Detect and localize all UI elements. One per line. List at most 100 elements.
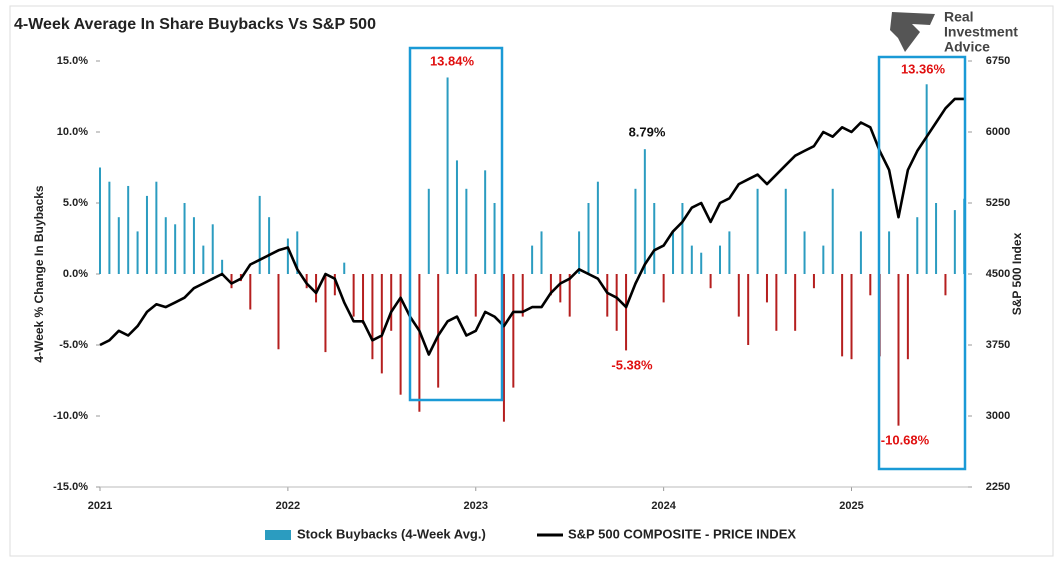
highlight-box bbox=[877, 55, 967, 471]
y-tick-label: 0.0% bbox=[63, 268, 88, 280]
bar bbox=[634, 188, 637, 274]
bar bbox=[719, 245, 721, 274]
y2-tick-label: 2250 bbox=[986, 481, 1010, 493]
logo-text: Real bbox=[944, 9, 974, 25]
bar bbox=[465, 188, 468, 274]
bar bbox=[174, 224, 177, 274]
bar bbox=[700, 252, 703, 274]
bar bbox=[765, 274, 768, 303]
x-tick-label: 2021 bbox=[88, 500, 112, 512]
logo-text: Advice bbox=[944, 39, 990, 55]
line bbox=[99, 97, 965, 356]
bar bbox=[155, 181, 158, 274]
bar bbox=[549, 274, 552, 296]
bar bbox=[803, 231, 806, 274]
bar bbox=[249, 274, 252, 310]
bar bbox=[728, 231, 731, 274]
bar bbox=[258, 195, 261, 274]
bar bbox=[888, 231, 891, 274]
bar bbox=[99, 167, 101, 274]
bar bbox=[512, 274, 515, 388]
bar bbox=[502, 274, 505, 422]
x-tick-label: 2024 bbox=[651, 500, 676, 512]
bar bbox=[944, 274, 947, 296]
bar bbox=[145, 195, 148, 274]
bar bbox=[164, 217, 167, 274]
bar bbox=[653, 203, 656, 274]
bar bbox=[559, 274, 562, 303]
bar bbox=[315, 274, 318, 303]
bar bbox=[615, 274, 618, 331]
bar bbox=[709, 274, 712, 289]
bar bbox=[822, 245, 825, 274]
bar bbox=[935, 203, 938, 274]
bar bbox=[747, 274, 750, 345]
bar bbox=[286, 238, 289, 274]
bar bbox=[136, 231, 139, 274]
bar bbox=[418, 274, 421, 412]
bar bbox=[540, 231, 543, 274]
bar bbox=[455, 160, 458, 274]
bar bbox=[324, 274, 327, 353]
y2-tick-label: 4500 bbox=[986, 268, 1010, 280]
bar bbox=[192, 217, 195, 274]
annotation: 13.36% bbox=[901, 61, 946, 76]
y2-tick-label: 3750 bbox=[986, 339, 1010, 351]
x-tick-label: 2023 bbox=[464, 500, 488, 512]
bar bbox=[690, 245, 693, 274]
bar bbox=[953, 210, 956, 274]
bar bbox=[775, 274, 778, 331]
bar bbox=[117, 217, 120, 274]
bar bbox=[850, 274, 853, 360]
bar bbox=[362, 274, 365, 324]
bar bbox=[568, 274, 571, 317]
bar bbox=[906, 274, 909, 360]
bar bbox=[812, 274, 815, 289]
legend-label: S&P 500 COMPOSITE - PRICE INDEX bbox=[568, 526, 796, 541]
bar bbox=[596, 181, 599, 274]
bar bbox=[531, 245, 534, 274]
bar bbox=[183, 203, 186, 274]
legend-label: Stock Buybacks (4-Week Avg.) bbox=[297, 526, 486, 541]
bar bbox=[681, 203, 684, 274]
chart-border bbox=[9, 5, 1054, 557]
bar bbox=[672, 231, 675, 274]
bar bbox=[127, 185, 130, 274]
bar bbox=[587, 203, 590, 274]
bar bbox=[474, 274, 477, 317]
bar bbox=[446, 77, 449, 274]
bar bbox=[108, 181, 111, 274]
annotation: -10.68% bbox=[881, 432, 930, 447]
y2-tick-label: 6750 bbox=[986, 55, 1010, 67]
bar bbox=[737, 274, 740, 317]
bar bbox=[869, 274, 872, 296]
y-tick-label: -10.0% bbox=[53, 410, 88, 422]
annotation: 8.79% bbox=[629, 124, 666, 139]
bar bbox=[277, 274, 280, 350]
bar bbox=[643, 149, 646, 274]
bar bbox=[268, 217, 271, 274]
bar bbox=[221, 259, 224, 274]
bar bbox=[296, 231, 299, 274]
y-tick-label: 15.0% bbox=[57, 55, 88, 67]
bar bbox=[333, 274, 336, 296]
logo: Real Investment Advice bbox=[890, 9, 1018, 55]
bar bbox=[352, 274, 355, 317]
highlight-box bbox=[408, 46, 504, 402]
bar bbox=[493, 203, 496, 274]
bar bbox=[897, 274, 900, 426]
annotation: 13.84% bbox=[430, 53, 475, 68]
annotation: -5.38% bbox=[611, 357, 653, 372]
logo-icon bbox=[890, 12, 935, 52]
bar bbox=[578, 231, 581, 274]
bar bbox=[662, 274, 665, 303]
bar bbox=[606, 274, 609, 317]
y2-tick-label: 6000 bbox=[986, 126, 1010, 138]
logo-text: Investment bbox=[944, 24, 1018, 40]
bar bbox=[399, 274, 402, 395]
legend-swatch bbox=[265, 530, 291, 540]
legend: Stock Buybacks (4-Week Avg.) S&P 500 COMP… bbox=[265, 526, 796, 541]
y-tick-label: -5.0% bbox=[59, 339, 88, 351]
y2-axis-label: S&P 500 Index bbox=[1010, 232, 1024, 315]
